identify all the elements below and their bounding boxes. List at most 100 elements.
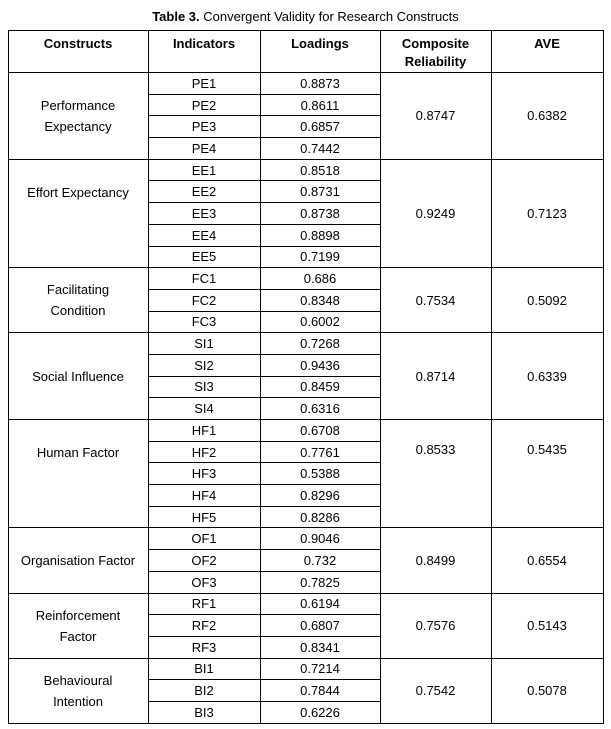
loading-cell: 0.8518 bbox=[259, 158, 381, 182]
table-row: OF2 0.732 bbox=[8, 549, 603, 572]
indicator-cell: HF5 bbox=[147, 505, 261, 529]
indicator-cell: OF2 bbox=[147, 549, 261, 572]
table-row: Organisation Factor OF1 0.9046 0.8499 0.6554 bbox=[7, 527, 604, 594]
table-row: FC3 0.6002 bbox=[8, 310, 603, 334]
loading-cell: 0.8731 bbox=[259, 180, 381, 204]
loading-cell: 0.9046 bbox=[259, 527, 381, 551]
table-row: Human Factor HF1 0.6708 0.8533 0.5435 bbox=[7, 418, 604, 529]
loading-cell: 0.6708 bbox=[259, 419, 381, 442]
loading-cell: 0.6316 bbox=[259, 397, 381, 420]
indicator-cell: RF3 bbox=[147, 635, 261, 659]
table-row: EE2 0.8731 bbox=[8, 180, 603, 204]
loading-cell: 0.6226 bbox=[259, 700, 381, 724]
loading-cell: 0.6857 bbox=[259, 115, 381, 139]
indicator-cell: BI2 bbox=[147, 679, 261, 702]
column-header-indicators: Indicators bbox=[147, 30, 261, 73]
loading-cell: 0.8286 bbox=[259, 505, 381, 529]
indicator-cell: SI1 bbox=[147, 332, 261, 355]
indicator-cell: RF2 bbox=[147, 614, 261, 637]
loading-cell: 0.8459 bbox=[259, 375, 381, 399]
loading-cell: 0.6194 bbox=[259, 592, 381, 616]
indicator-cell: PE4 bbox=[147, 137, 261, 160]
indicator-cell: BI1 bbox=[147, 657, 261, 681]
table-row: EE3 0.8738 bbox=[8, 202, 603, 225]
table-row: Facilitating Condition FC1 0.686 0.7534 0.509… bbox=[7, 267, 604, 334]
indicator-cell: FC2 bbox=[147, 288, 261, 312]
table-caption-number: Table 3. bbox=[152, 9, 200, 24]
construct-line: Intention bbox=[53, 693, 103, 709]
ave-cell: 0.5143 bbox=[490, 592, 604, 659]
table-row: SI3 0.8459 bbox=[8, 375, 603, 399]
ave-cell: 0.6554 bbox=[490, 527, 604, 594]
ave-cell: 0.6339 bbox=[490, 332, 604, 420]
construct-line: Effort Expectancy bbox=[27, 184, 129, 200]
table-row: Performance Expectancy PE1 0.8873 0.8747 0.63… bbox=[7, 72, 604, 160]
table-row: Social Influence SI1 0.7268 0.8714 0.6339 bbox=[7, 332, 604, 420]
loading-cell: 0.7844 bbox=[259, 679, 381, 702]
construct-line: Reinforcement bbox=[35, 607, 121, 623]
loading-cell: 0.8898 bbox=[259, 223, 381, 247]
loading-cell: 0.7268 bbox=[259, 332, 381, 355]
loading-cell: 0.8348 bbox=[259, 288, 381, 312]
loading-cell: 0.7214 bbox=[259, 657, 381, 681]
indicator-cell: EE3 bbox=[147, 202, 261, 225]
construct-line: Condition bbox=[50, 303, 106, 319]
table-row: PE4 0.7442 bbox=[8, 137, 603, 160]
construct-cell: Organisation Factor bbox=[7, 527, 149, 594]
indicator-cell: PE2 bbox=[147, 93, 261, 117]
indicator-cell: SI3 bbox=[147, 375, 261, 399]
indicator-cell: EE5 bbox=[147, 245, 261, 269]
ave-cell: 0.6382 bbox=[490, 72, 604, 160]
table-row: OF3 0.7825 bbox=[8, 570, 603, 594]
construct-line: Organisation Factor bbox=[20, 552, 136, 568]
construct-line: Facilitating bbox=[46, 282, 110, 298]
indicator-cell: EE4 bbox=[147, 223, 261, 247]
construct-cell: Social Influence bbox=[7, 332, 149, 420]
table-caption-title: Convergent Validity for Research Constru… bbox=[199, 9, 459, 24]
construct-line: Behavioural bbox=[43, 672, 113, 688]
loading-cell: 0.7199 bbox=[259, 245, 381, 269]
ave-cell: 0.5092 bbox=[490, 267, 604, 334]
column-header-ave: AVE bbox=[490, 30, 604, 73]
construct-cell: Effort Expectancy bbox=[7, 158, 149, 269]
indicator-cell: RF1 bbox=[147, 592, 261, 616]
indicator-cell: EE2 bbox=[147, 180, 261, 204]
column-header-loadings: Loadings bbox=[259, 30, 381, 73]
table-caption: Table 3. Convergent Validity for Researc… bbox=[0, 0, 611, 24]
table-row: PE3 0.6857 bbox=[8, 115, 603, 139]
ave-cell: 0.5078 bbox=[490, 657, 604, 724]
table-row: Behavioural Intention BI1 0.7214 0.7542 0.507… bbox=[7, 657, 604, 724]
indicator-cell: PE1 bbox=[147, 72, 261, 95]
construct-cell: Human Factor bbox=[7, 418, 149, 529]
loading-cell: 0.7825 bbox=[259, 570, 381, 594]
indicator-cell: FC1 bbox=[147, 267, 261, 290]
table-row: EE5 0.7199 bbox=[8, 245, 603, 269]
construct-line: Social Influence bbox=[32, 368, 124, 384]
column-header-constructs: Constructs bbox=[7, 30, 149, 73]
construct-cell: Reinforcement Factor bbox=[7, 592, 149, 659]
loading-cell: 0.6002 bbox=[259, 310, 381, 334]
indicator-cell: OF3 bbox=[147, 570, 261, 594]
loading-cell: 0.8738 bbox=[259, 202, 381, 225]
loading-cell: 0.8296 bbox=[259, 484, 381, 507]
indicator-cell: SI4 bbox=[147, 397, 261, 420]
indicator-cell: SI2 bbox=[147, 353, 261, 377]
indicator-cell: HF1 bbox=[147, 419, 261, 442]
table-row: EE4 0.8898 bbox=[8, 223, 603, 247]
construct-line: Factor bbox=[59, 628, 97, 644]
loading-cell: 0.7761 bbox=[259, 440, 381, 464]
ave-cell: 0.7123 bbox=[490, 158, 604, 269]
indicator-cell: HF2 bbox=[147, 440, 261, 464]
indicator-cell: EE1 bbox=[147, 158, 261, 182]
loading-cell: 0.732 bbox=[259, 549, 381, 572]
table-row: RF2 0.6807 bbox=[8, 614, 603, 637]
loading-cell: 0.686 bbox=[259, 267, 381, 290]
table-row: BI3 0.6226 bbox=[8, 700, 603, 724]
loading-cell: 0.7442 bbox=[259, 137, 381, 160]
column-header-composite-reliability: Composite Reliability bbox=[379, 30, 492, 73]
indicator-cell: HF3 bbox=[147, 462, 261, 486]
loading-cell: 0.8341 bbox=[259, 635, 381, 659]
loading-cell: 0.9436 bbox=[259, 353, 381, 377]
indicator-cell: HF4 bbox=[147, 484, 261, 507]
loading-cell: 0.6807 bbox=[259, 614, 381, 637]
